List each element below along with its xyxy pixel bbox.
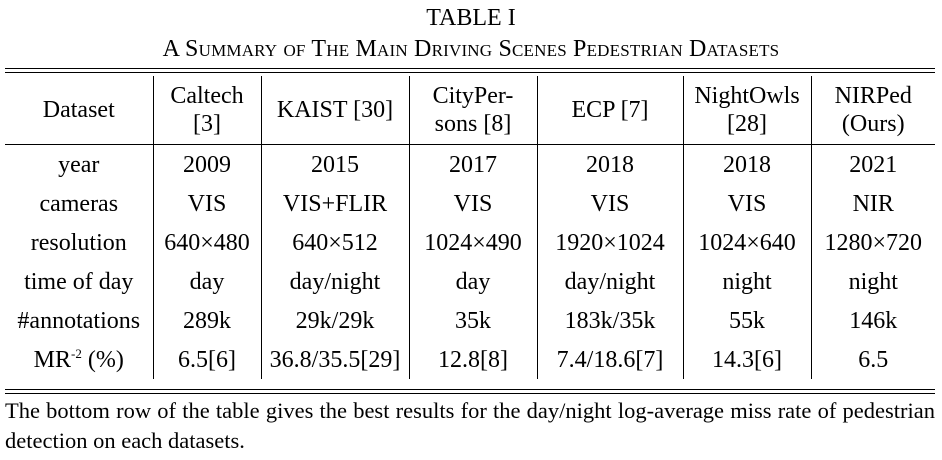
table-cell: 640×480 [152,223,261,262]
table-row-resolution: resolution 640×480 640×512 1024×490 1920… [5,223,935,262]
header-cell-nirped: NIRPed (Ours) [810,76,935,145]
table-cell: 289k [152,301,261,340]
table-cell: night [682,262,811,301]
table-cell: 7.4/18.6[7] [536,340,683,379]
row-label: year [58,151,100,178]
row-label: resolution [30,229,127,256]
table-cell-best: 2021 [810,144,935,184]
bottom-rule-upper [5,389,935,390]
table-cell-best: 146k [810,301,935,340]
header-cell-nightowls: NightOwls [28] [682,76,811,145]
table-row-annotations: #annotations 289k 29k/29k 35k 183k/35k 5… [5,301,935,340]
table-cell: night [810,262,935,301]
table-cell: day/night [536,262,683,301]
table-row-miss-rate: MR-2 (%) 6.5[6] 36.8/35.5[29] 12.8[8] 7.… [5,340,935,379]
table-cell: VIS [408,184,537,223]
table-cell: day [152,262,261,301]
table-row-cameras: cameras VIS VIS+FLIR VIS VIS VIS NIR [5,184,935,223]
row-label: MR-2 (%) [33,345,124,373]
table-cell: 14.3[6] [682,340,811,379]
table-cell-best: 6.5 [810,340,935,379]
top-rule-upper [5,68,935,69]
header-cell-kaist: KAIST [30] [260,76,409,145]
bottom-rule-lower [5,393,935,394]
table-cell: 1280×720 [810,223,935,262]
header-row: Dataset Caltech [3] KAIST [30] CityPer-so… [5,76,935,145]
table-cell: 2018 [682,144,811,184]
table-cell: 2015 [260,144,409,184]
table-cell: 1024×640 [682,223,811,262]
table-cell: 29k/29k [260,301,409,340]
table-label: TABLE I [426,5,516,31]
table-cell: VIS+FLIR [260,184,409,223]
dataset-summary-table: Dataset Caltech [3] KAIST [30] CityPer-so… [5,76,935,379]
table-cell: 2017 [408,144,537,184]
table-cell: 183k/35k [536,301,683,340]
header-cell-caltech: Caltech [3] [152,76,261,145]
table-cell: 55k [682,301,811,340]
table-cell: day/night [260,262,409,301]
table-cell: 640×512 [260,223,409,262]
table-cell-best: NIR [810,184,935,223]
table-cell-best: 6.5[6] [152,340,261,379]
row-label: #annotations [17,307,141,334]
table-footnote: The bottom row of the table gives the be… [5,398,935,453]
table-cell: 35k [408,301,537,340]
header-cell-citypersons: CityPer-sons [8] [408,76,537,145]
table-cell: 1024×490 [408,223,537,262]
table-row-time-of-day: time of day day day/night day day/night … [5,262,935,301]
table-cell: VIS [682,184,811,223]
row-label: time of day [24,268,134,295]
table-cell: VIS [152,184,261,223]
table-cell: 36.8/35.5[29] [260,340,409,379]
header-cell-dataset: Dataset [42,97,115,123]
table-cell: VIS [536,184,683,223]
table-caption: A Summary of The Main Driving Scenes Ped… [162,36,780,62]
table-cell: day [408,262,537,301]
table-cell: 12.8[8] [408,340,537,379]
table-cell: 2018 [536,144,683,184]
top-rule-lower [5,72,935,73]
row-label: cameras [39,190,119,217]
table-cell: 2009 [152,144,261,184]
header-cell-ecp: ECP [7] [536,76,683,145]
table-cell-best: 1920×1024 [536,223,683,262]
table-row-year: year 2009 2015 2017 2018 2018 2021 [5,144,935,184]
